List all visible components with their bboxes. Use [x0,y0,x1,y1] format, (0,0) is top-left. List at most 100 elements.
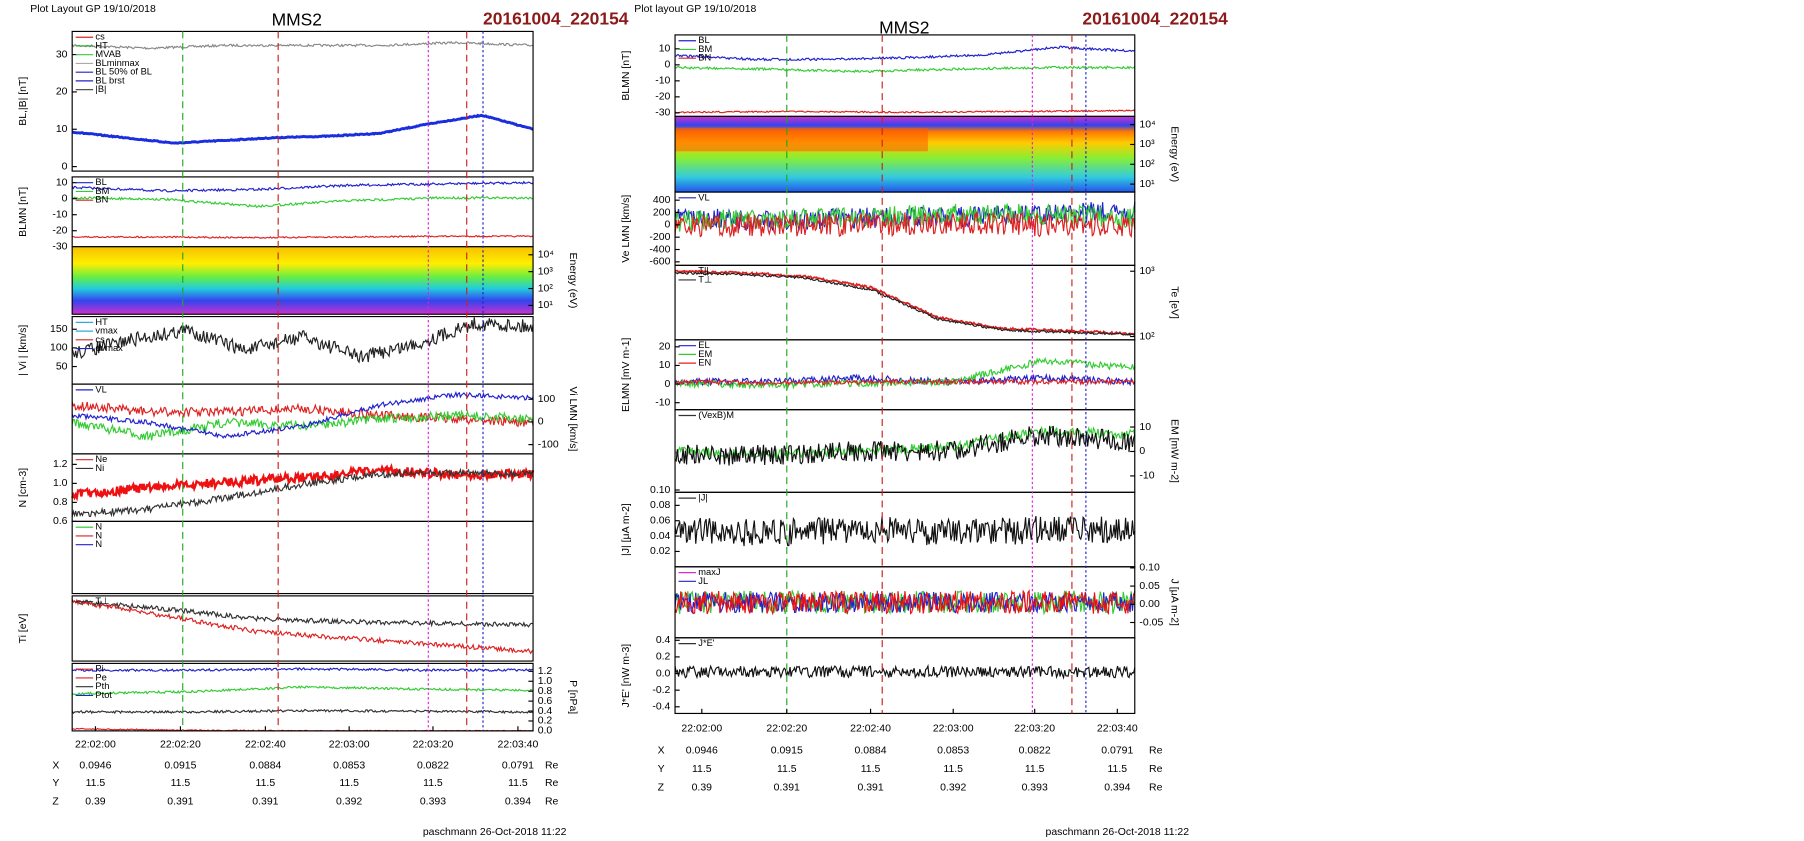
trace [71,409,534,441]
trace [71,708,534,715]
legend-label: BL brst [95,75,125,85]
legend-label: JL [698,576,708,586]
y-tick-label: 0.2 [656,652,671,663]
legend-label: vmax [95,326,118,336]
legend-label: Pe [95,672,106,682]
ephemeris-value: 11.5 [1025,764,1045,775]
y-tick-label: -600 [649,257,670,268]
footer: paschmann 26-Oct-2018 11:22 [423,827,567,838]
ephemeris-value: 11.5 [339,778,359,789]
y-axis-label: EM [mW m-2] [1169,419,1180,483]
trace [674,211,1136,239]
ephemeris-value: 0.391 [252,797,278,808]
legend-label: BM [698,44,712,54]
y-tick-label: 10² [1139,331,1155,342]
ephemeris-value: 11.5 [256,778,276,789]
trace [71,401,534,428]
ephemeris-value: 0.394 [1104,783,1130,794]
y-tick-label: 1.0 [53,478,68,489]
y-tick-label: 0.0 [656,668,671,679]
legend-label: N [95,539,102,549]
y-axis-label: BLMN [nT] [621,51,632,101]
panel-frame [674,637,1136,715]
y-tick-label: 0.4 [538,706,553,717]
y-tick-label: 1.2 [53,459,68,470]
y-tick-label: 0 [665,379,671,390]
ephemeris-value: 11.5 [1108,764,1128,775]
ephemeris-value: 11.5 [423,778,443,789]
legend-label: Pi [95,664,103,674]
x-tick-label: 22:02:20 [160,740,201,751]
x-tick-label: 22:02:40 [245,740,286,751]
ephemeris-value: 0.0822 [417,761,449,772]
y-tick-label: 10³ [1139,139,1155,150]
legend-label: BL 50% of BL [95,67,152,77]
y-tick-label: 0 [62,161,68,172]
y-tick-label: -20 [52,225,67,236]
legend-label: BN [698,53,711,63]
plot-header: Plot Layout GP 19/10/2018 [30,4,156,15]
spectrogram [675,116,1135,193]
y-axis-label: Te [eV] [1169,286,1180,319]
y-tick-label: 0.0 [538,726,553,737]
trace [674,515,1136,547]
y-tick-label: 30 [56,49,68,60]
ephemeris-value: 0.39 [692,783,713,794]
y-axis-label: | Vi | [km/s] [18,325,29,376]
y-axis-label: J*E' [nW m-3] [621,644,632,708]
ephemeris-value: 0.392 [940,783,966,794]
legend-label: (VexB)M [698,410,734,420]
y-tick-label: 0.04 [650,531,671,542]
legend-label: cs [95,32,105,42]
y-tick-label: -30 [655,108,670,119]
ephemeris-value: 0.391 [167,797,193,808]
ephemeris-value: 0.0822 [1019,745,1051,756]
ephemeris-value: 0.0791 [502,761,534,772]
trace [674,425,1136,466]
legend-label: dvmax [95,343,123,353]
y-tick-label: -0.4 [652,702,670,713]
y-axis-label: Ti [eV] [18,613,29,643]
ephemeris-value: 11.5 [777,764,797,775]
y-tick-label: 0.08 [650,500,671,511]
trace [71,113,534,145]
y-tick-label: -30 [52,242,67,253]
x-tick-label: 22:02:00 [75,740,116,751]
legend-label: HT [95,40,108,50]
ephemeris-unit: Re [545,797,559,808]
trace [71,180,534,193]
panel-frame [71,246,534,315]
y-tick-label: -0.05 [1139,617,1163,628]
y-axis-label: BL,|B| [nT] [18,77,29,126]
y-tick-label: 10¹ [538,300,554,311]
y-axis-label: Energy (eV) [567,253,578,309]
x-tick-label: 22:03:20 [413,740,454,751]
legend-label: BLminmax [95,58,139,68]
trace [674,45,1136,62]
y-tick-label: 0.6 [538,696,553,707]
legend-label: EN [698,358,711,368]
legend-label: BL [95,177,106,187]
legend-label: Ni [95,463,104,473]
y-axis-label: N [cm-3] [18,468,29,508]
trace [71,195,534,209]
trace [71,599,534,628]
ephemeris-value: 11.5 [861,764,881,775]
legend-label: BL [698,35,709,45]
ephemeris-value: 0.391 [774,783,800,794]
panel-frame [674,191,1136,266]
y-tick-label: 100 [50,343,68,354]
y-tick-label: 0.4 [656,635,671,646]
y-tick-label: 0.8 [53,497,68,508]
y-tick-label: 10⁴ [538,250,554,261]
trace [674,65,1136,74]
y-tick-label: 20 [659,342,671,353]
x-tick-label: 22:02:20 [766,723,807,734]
y-tick-label: -10 [655,76,670,87]
trace [674,589,1136,616]
trace [72,234,534,239]
legend-label: maxJ [698,567,720,577]
legend-label: VL [698,192,709,202]
legend-label: T⊥ [698,274,712,284]
